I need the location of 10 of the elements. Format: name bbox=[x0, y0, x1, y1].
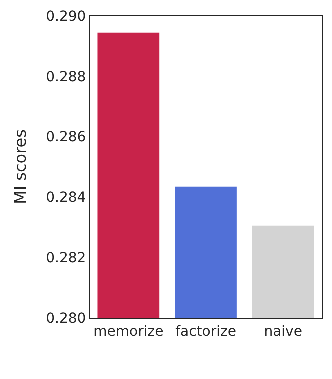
x-tick-label: memorize bbox=[94, 324, 164, 340]
y-tick-label: 0.286 bbox=[46, 130, 86, 146]
y-axis-title: MI scores bbox=[11, 130, 30, 204]
x-tick-label: naive bbox=[264, 324, 302, 340]
y-tick-label: 0.280 bbox=[46, 310, 86, 327]
y-tick-label: 0.284 bbox=[46, 190, 86, 206]
y-tick-label: 0.290 bbox=[46, 8, 86, 25]
y-tick-label: 0.282 bbox=[46, 250, 86, 266]
y-tick-label: 0.288 bbox=[46, 69, 86, 86]
x-tick-label: factorize bbox=[176, 324, 236, 340]
